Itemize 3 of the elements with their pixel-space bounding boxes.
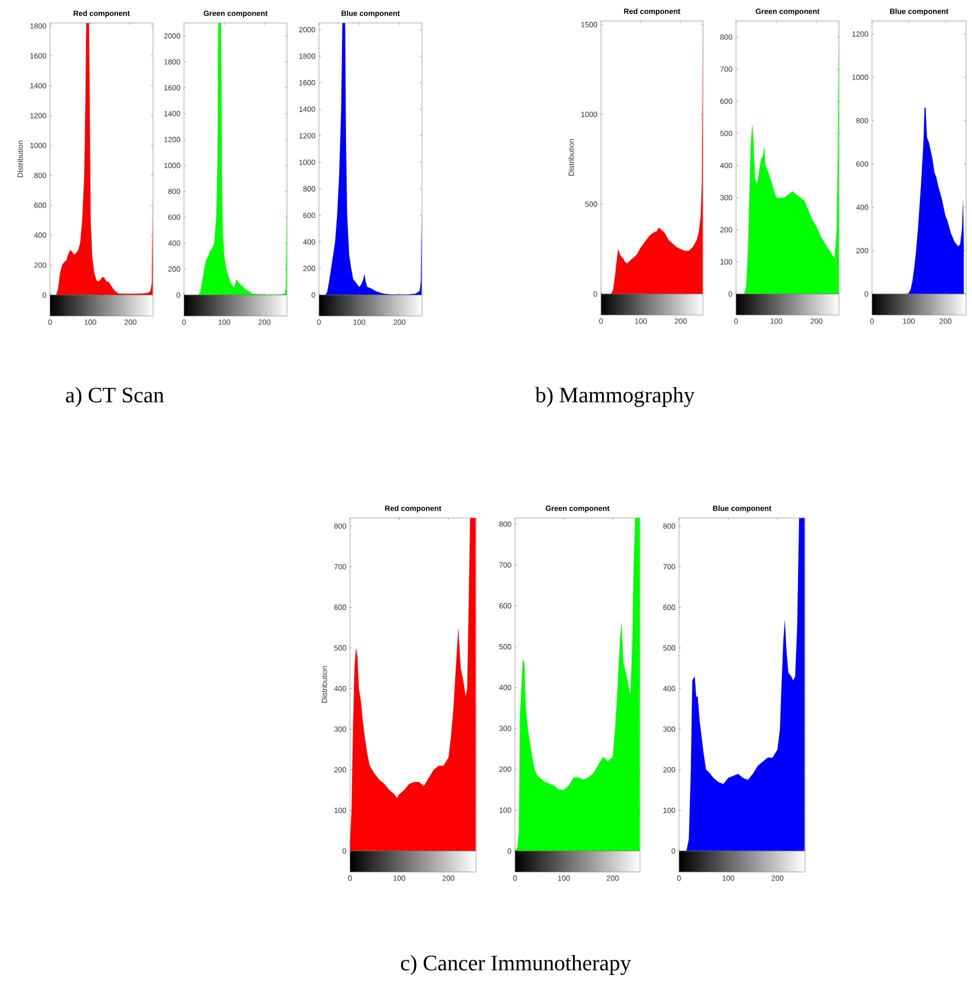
text: c) Cancer Immunotherapy bbox=[401, 954, 632, 976]
text: a) CT Scan bbox=[66, 387, 164, 407]
text: b) Mammography bbox=[535, 386, 695, 408]
